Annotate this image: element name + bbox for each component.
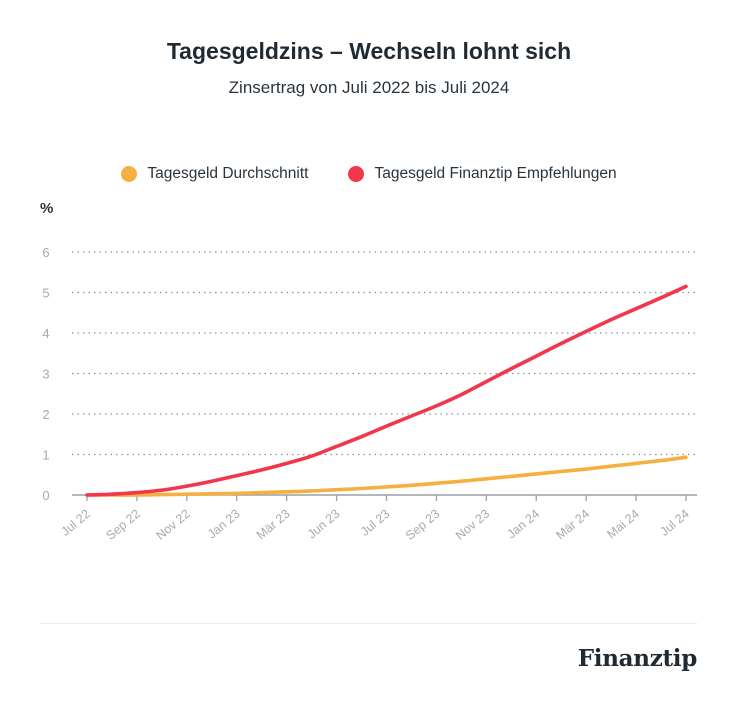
y-tick-label: 0 [42,488,49,503]
legend-label-durchschnitt: Tagesgeld Durchschnitt [147,165,309,182]
series-line-empfehlungen [85,284,688,497]
x-tick-label: Nov 23 [453,507,492,543]
x-tick-label: Jan 24 [504,507,542,542]
chart-subtitle: Zinsertrag von Juli 2022 bis Juli 2024 [228,78,510,97]
x-tick-label: Sep 23 [403,507,442,543]
x-tick-label: Sep 22 [103,507,142,543]
x-tick-label: Mär 23 [254,507,293,543]
x-tick-label: Mai 24 [604,507,642,542]
series-line-durchschnitt [85,455,688,497]
y-tick-label: 1 [42,448,49,463]
y-tick-label: 4 [42,326,49,341]
y-tick-label: 5 [42,286,49,301]
y-tick-label: 2 [42,407,49,422]
brand-logo: Finanztip [577,645,698,672]
footer-divider [40,623,697,624]
y-axis-unit: % [40,200,54,217]
legend-item-empfehlungen: Tagesgeld Finanztip Empfehlungen [348,165,617,183]
chart-legend: Tagesgeld Durchschnitt Tagesgeld Finanzt… [0,165,738,183]
chart-title: Tagesgeldzins – Wechseln lohnt sich [166,38,572,64]
x-tick-label: Jul 22 [58,507,93,539]
x-tick-label: Jul 24 [657,507,692,539]
x-tick-label: Nov 22 [153,507,192,543]
x-tick-label: Jul 23 [358,507,393,539]
x-tick-label: Jun 23 [305,507,343,542]
x-tick-label: Jan 23 [205,507,243,542]
y-tick-label: 3 [42,367,49,382]
y-tick-label: 6 [42,245,49,260]
line-chart: 0 1 2 3 4 5 6 Jul 22 Sep 22 Nov 22 Jan 23 Mär 23 Jun… [42,245,697,543]
legend-label-empfehlungen: Tagesgeld Finanztip Empfehlungen [374,165,617,182]
legend-dot-durchschnitt [121,166,138,182]
legend-dot-empfehlungen [348,166,365,182]
legend-item-durchschnitt: Tagesgeld Durchschnitt [121,165,308,183]
x-tick-label: Mär 24 [553,507,592,543]
